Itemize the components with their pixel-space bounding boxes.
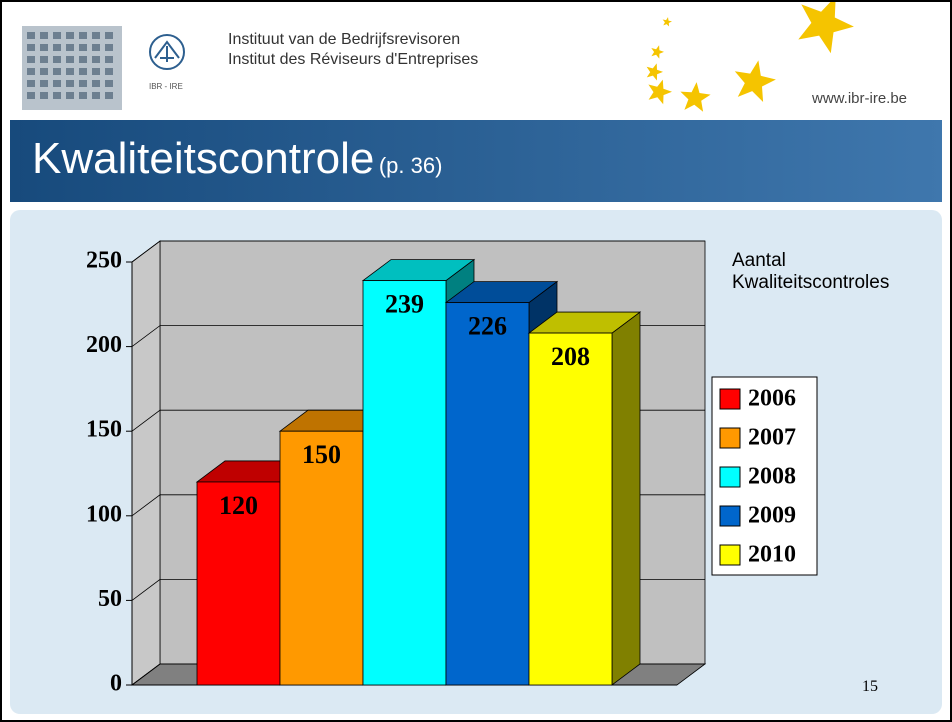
bar [445,302,530,686]
bar-side [611,311,641,686]
star [651,45,664,59]
star [662,17,672,27]
legend-label: 2006 [748,386,796,412]
window [79,92,87,99]
window [105,44,113,51]
window [66,80,74,87]
slide-title-row: Kwaliteitscontrole (p. 36) [32,134,442,184]
window [27,32,35,39]
window [105,92,113,99]
window [79,68,87,75]
page-number: 15 [862,678,878,695]
window [40,92,48,99]
legend-swatch [719,466,741,488]
legend-label: 2010 [748,542,796,568]
window [27,56,35,63]
star [734,60,776,102]
title-bar [10,120,942,202]
window [79,44,87,51]
window [53,92,61,99]
legend-swatch [719,427,741,449]
window [53,68,61,75]
org-nl: Instituut van de Bedrijfsrevisoren [228,31,461,48]
window [66,32,74,39]
org-names: Instituut van de Bedrijfsrevisoren Insti… [228,30,478,70]
window [105,32,113,39]
window [79,56,87,63]
legend-swatch [719,544,741,566]
star [680,82,711,112]
legend-label: 2007 [748,425,796,451]
data-label: 208 [551,342,590,371]
logo-scales [154,40,180,62]
slide-title: Kwaliteitscontrole [32,134,375,183]
window [79,80,87,87]
window [92,92,100,99]
side-wall [131,240,161,686]
slide-title-ref: (p. 36) [378,153,443,178]
window [53,44,61,51]
window [66,92,74,99]
y-tick-label: 250 [86,248,122,274]
grid-line [131,240,705,263]
data-label: 239 [385,290,424,319]
window [105,80,113,87]
star [798,2,854,54]
legend-swatch [719,388,741,410]
bar [528,332,613,686]
y-tick-label: 50 [98,586,122,612]
window [40,56,48,63]
logo-circle [149,34,185,70]
window [40,68,48,75]
window [105,68,113,75]
window [92,44,100,51]
legend-label: 2009 [748,503,796,529]
window [66,56,74,63]
legend-swatch [719,505,741,527]
y-tick-label: 150 [86,417,122,443]
window [27,92,35,99]
window [27,44,35,51]
logo-caption: IBR - IRE [149,82,183,91]
star [646,63,663,81]
star [648,79,672,105]
building-windows [27,32,113,99]
window [92,56,100,63]
y-tick-label: 0 [110,671,122,697]
window [92,68,100,75]
window [40,80,48,87]
window [53,80,61,87]
window [66,68,74,75]
bar [362,280,447,686]
window [27,68,35,75]
legend-label: 2008 [748,464,796,490]
stars [646,2,854,112]
window [92,32,100,39]
window [105,56,113,63]
bar [196,481,281,686]
window [66,44,74,51]
window [53,32,61,39]
window [79,32,87,39]
window [27,80,35,87]
org-fr: Institut des Réviseurs d'Entreprises [228,51,479,68]
chart-annotation: Aantal Kwaliteitscontroles [732,250,890,293]
window [53,56,61,63]
data-label: 226 [468,312,507,341]
window [40,32,48,39]
data-label: 150 [302,440,341,469]
y-tick-label: 100 [86,501,122,527]
url: www.ibr-ire.be [812,90,908,107]
data-label: 120 [219,491,258,520]
bar [279,430,364,686]
y-tick-label: 200 [86,332,122,358]
window [92,80,100,87]
window [40,44,48,51]
